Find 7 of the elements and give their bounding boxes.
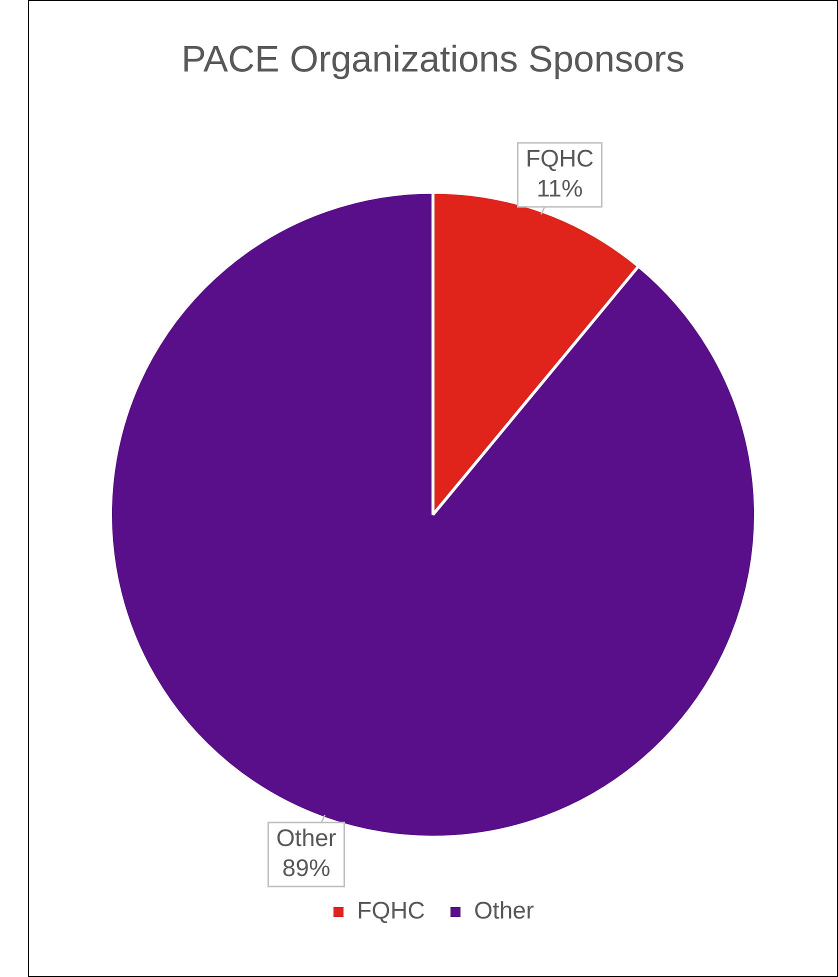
slice-label: Other — [276, 825, 336, 852]
legend-label: Other — [474, 898, 534, 925]
data-label: 11% — [536, 175, 583, 202]
data-label: 89% — [282, 855, 330, 882]
chart-title: PACE Organizations Sponsors — [181, 38, 685, 80]
slice-label: FQHC — [526, 145, 594, 172]
legend-label: FQHC — [356, 898, 425, 925]
